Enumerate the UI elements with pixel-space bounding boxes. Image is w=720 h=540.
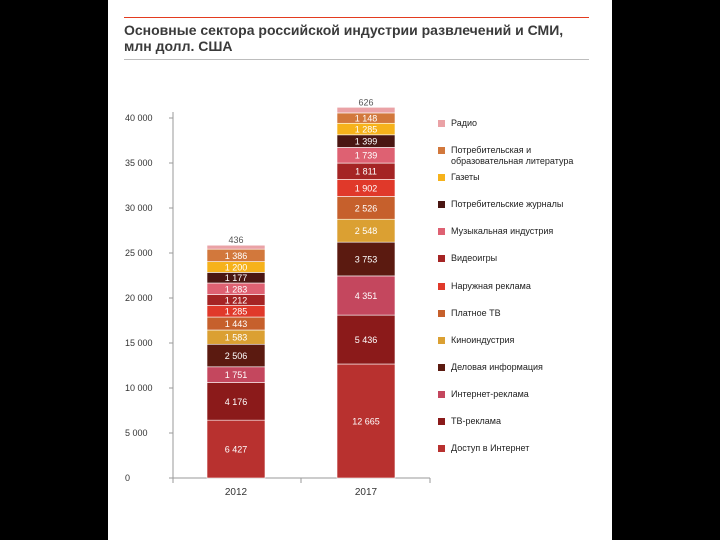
legend-swatch [438, 174, 445, 181]
legend-label: Доступ в Интернет [451, 443, 530, 453]
legend-label: Деловая информация [451, 362, 543, 372]
data-label: 1 751 [225, 370, 248, 380]
y-tick-label: 25 000 [125, 248, 153, 258]
data-label: 2 548 [355, 226, 378, 236]
data-label: 5 436 [355, 335, 378, 345]
title-top-rule [124, 17, 589, 18]
y-tick-label: 5 000 [125, 428, 148, 438]
legend-label: Потребительская и образовательная литерат… [451, 145, 574, 166]
y-tick-label: 30 000 [125, 203, 153, 213]
y-tick-label: 10 000 [125, 383, 153, 393]
bar-segment [336, 275, 396, 316]
legend-label: Радио [451, 118, 477, 128]
legend-label: Наружная реклама [451, 281, 531, 291]
legend-label: Киноиндустрия [451, 335, 515, 345]
bar-segment [206, 419, 266, 479]
y-tick-label: 20 000 [125, 293, 153, 303]
bar-segment [336, 241, 396, 277]
bar-segment [336, 106, 396, 114]
data-label: 2 506 [225, 351, 248, 361]
bar-segment [336, 314, 396, 365]
data-label: 1 739 [355, 151, 378, 161]
bar-segment [206, 244, 266, 250]
data-label: 1 283 [225, 284, 248, 294]
data-label: 1 902 [355, 183, 378, 193]
y-tick-label: 35 000 [125, 158, 153, 168]
data-label: 1 443 [225, 319, 248, 329]
legend-swatch [438, 228, 445, 235]
data-label: 626 [358, 97, 373, 107]
y-tick-label: 15 000 [125, 338, 153, 348]
data-label: 1 285 [225, 307, 248, 317]
legend-label: ТВ-реклама [451, 416, 501, 426]
legend-swatch [438, 337, 445, 344]
data-label: 1 212 [225, 296, 248, 306]
data-label: 12 665 [352, 417, 380, 427]
y-tick-label: 0 [125, 473, 130, 483]
data-label: 3 753 [355, 255, 378, 265]
legend-swatch [438, 418, 445, 425]
legend-swatch [438, 255, 445, 262]
data-label: 436 [228, 235, 243, 245]
bar-segment [336, 363, 396, 479]
chart-title: Основные сектора российской индустрии ра… [124, 22, 564, 54]
legend-swatch [438, 201, 445, 208]
title-underline [124, 59, 589, 60]
legend-label: Платное ТВ [451, 308, 501, 318]
legend-swatch [438, 120, 445, 127]
legend-swatch [438, 310, 445, 317]
legend-label: Интернет-реклама [451, 389, 529, 399]
data-label: 1 386 [225, 251, 248, 261]
data-label: 1 583 [225, 333, 248, 343]
y-tick-label: 40 000 [125, 113, 153, 123]
legend-swatch [438, 445, 445, 452]
legend-label: Видеоигры [451, 253, 498, 263]
x-tick-label: 2017 [355, 487, 378, 498]
legend-swatch [438, 391, 445, 398]
data-label: 1 200 [225, 263, 248, 273]
data-label: 1 177 [225, 273, 248, 283]
legend-swatch [438, 364, 445, 371]
legend-swatch [438, 283, 445, 290]
data-label: 2 526 [355, 203, 378, 213]
data-label: 4 176 [225, 397, 248, 407]
legend-label: Газеты [451, 172, 480, 182]
data-label: 1 148 [355, 114, 378, 124]
legend-swatch [438, 147, 445, 154]
legend-label: Музыкальная индустрия [451, 226, 554, 236]
legend-label: Потребительские журналы [451, 199, 564, 209]
data-label: 4 351 [355, 291, 378, 301]
x-tick-label: 2012 [225, 487, 248, 498]
bar-segment [206, 382, 266, 421]
data-label: 1 285 [355, 125, 378, 135]
data-label: 6 427 [225, 445, 248, 455]
data-label: 1 399 [355, 137, 378, 147]
data-label: 1 811 [355, 167, 377, 177]
